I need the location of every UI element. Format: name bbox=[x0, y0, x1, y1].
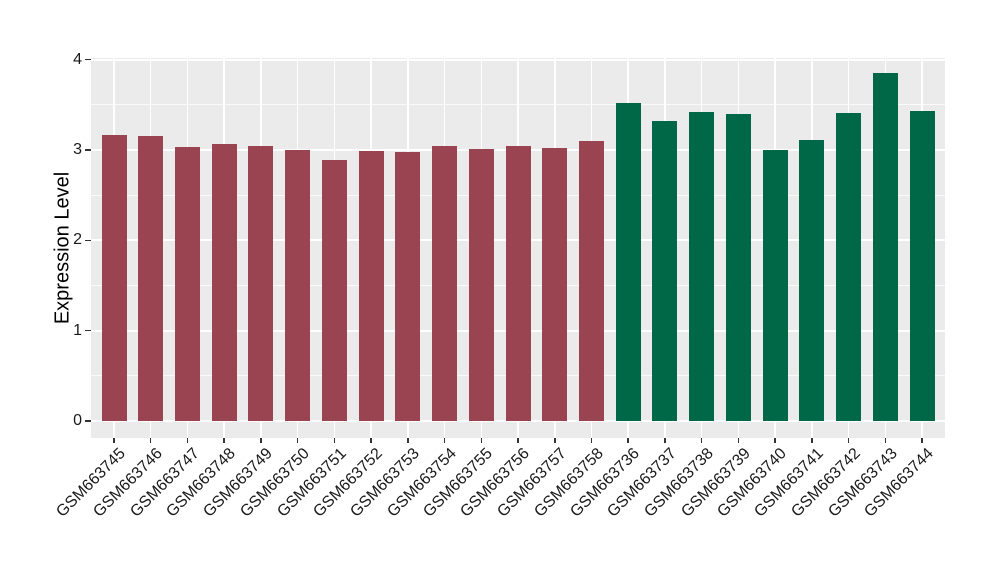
y-axis-tick bbox=[85, 58, 91, 61]
x-axis-tick bbox=[700, 438, 703, 443]
x-axis-tick bbox=[664, 438, 666, 443]
bar-GSM663749 bbox=[248, 146, 274, 421]
y-axis-tick bbox=[85, 329, 91, 332]
bar-GSM663739 bbox=[725, 113, 751, 421]
bar-GSM663755 bbox=[468, 149, 494, 421]
x-axis-tick bbox=[480, 438, 483, 443]
x-axis-tick bbox=[370, 438, 372, 443]
x-axis-tick bbox=[296, 438, 299, 443]
bar-GSM663750 bbox=[285, 150, 311, 421]
bar-GSM663758 bbox=[578, 140, 604, 421]
x-axis-tick bbox=[737, 438, 740, 443]
x-axis-tick bbox=[884, 438, 887, 443]
x-axis-tick bbox=[590, 438, 593, 443]
bar-GSM663748 bbox=[211, 143, 237, 421]
bar-GSM663751 bbox=[321, 159, 347, 421]
x-axis-tick bbox=[149, 438, 152, 443]
bar-GSM663756 bbox=[505, 146, 531, 421]
bar-GSM663744 bbox=[909, 111, 935, 421]
y-axis-tick bbox=[85, 420, 91, 422]
y-tick-label: 0 bbox=[73, 412, 82, 429]
bar-GSM663753 bbox=[395, 151, 421, 421]
x-axis-tick bbox=[847, 438, 850, 443]
bar-GSM663742 bbox=[836, 112, 862, 421]
bar-GSM663743 bbox=[872, 73, 898, 421]
x-axis-tick bbox=[921, 438, 923, 443]
bar-GSM663737 bbox=[652, 121, 678, 421]
x-axis-tick bbox=[443, 438, 446, 443]
x-axis-tick bbox=[223, 438, 225, 443]
x-axis-tick bbox=[774, 438, 776, 443]
x-axis-tick bbox=[517, 438, 519, 443]
bar-GSM663745 bbox=[101, 134, 127, 421]
bar-GSM663741 bbox=[799, 140, 825, 421]
bar-GSM663747 bbox=[174, 147, 200, 421]
x-axis-tick bbox=[260, 438, 262, 443]
bar-GSM663757 bbox=[542, 148, 568, 421]
chart-panel bbox=[91, 58, 945, 438]
y-tick-label: 3 bbox=[73, 141, 82, 158]
x-axis-tick bbox=[407, 438, 409, 443]
x-axis-tick bbox=[811, 438, 813, 443]
x-axis-tick bbox=[554, 438, 556, 443]
bar-GSM663752 bbox=[358, 150, 384, 421]
y-axis-tick bbox=[85, 239, 91, 242]
bar-GSM663754 bbox=[432, 146, 458, 421]
x-axis-tick bbox=[333, 438, 336, 443]
x-axis-tick bbox=[113, 438, 115, 443]
bar-GSM663746 bbox=[138, 135, 164, 421]
bar-GSM663736 bbox=[615, 103, 641, 421]
x-axis-tick bbox=[627, 438, 629, 443]
bar-GSM663738 bbox=[689, 112, 715, 421]
bar-GSM663740 bbox=[762, 150, 788, 421]
y-tick-label: 1 bbox=[73, 321, 82, 339]
y-tick-label: 4 bbox=[73, 50, 82, 68]
x-axis-tick bbox=[186, 438, 189, 443]
y-axis-tick bbox=[85, 149, 91, 151]
y-tick-label: 2 bbox=[73, 231, 82, 249]
